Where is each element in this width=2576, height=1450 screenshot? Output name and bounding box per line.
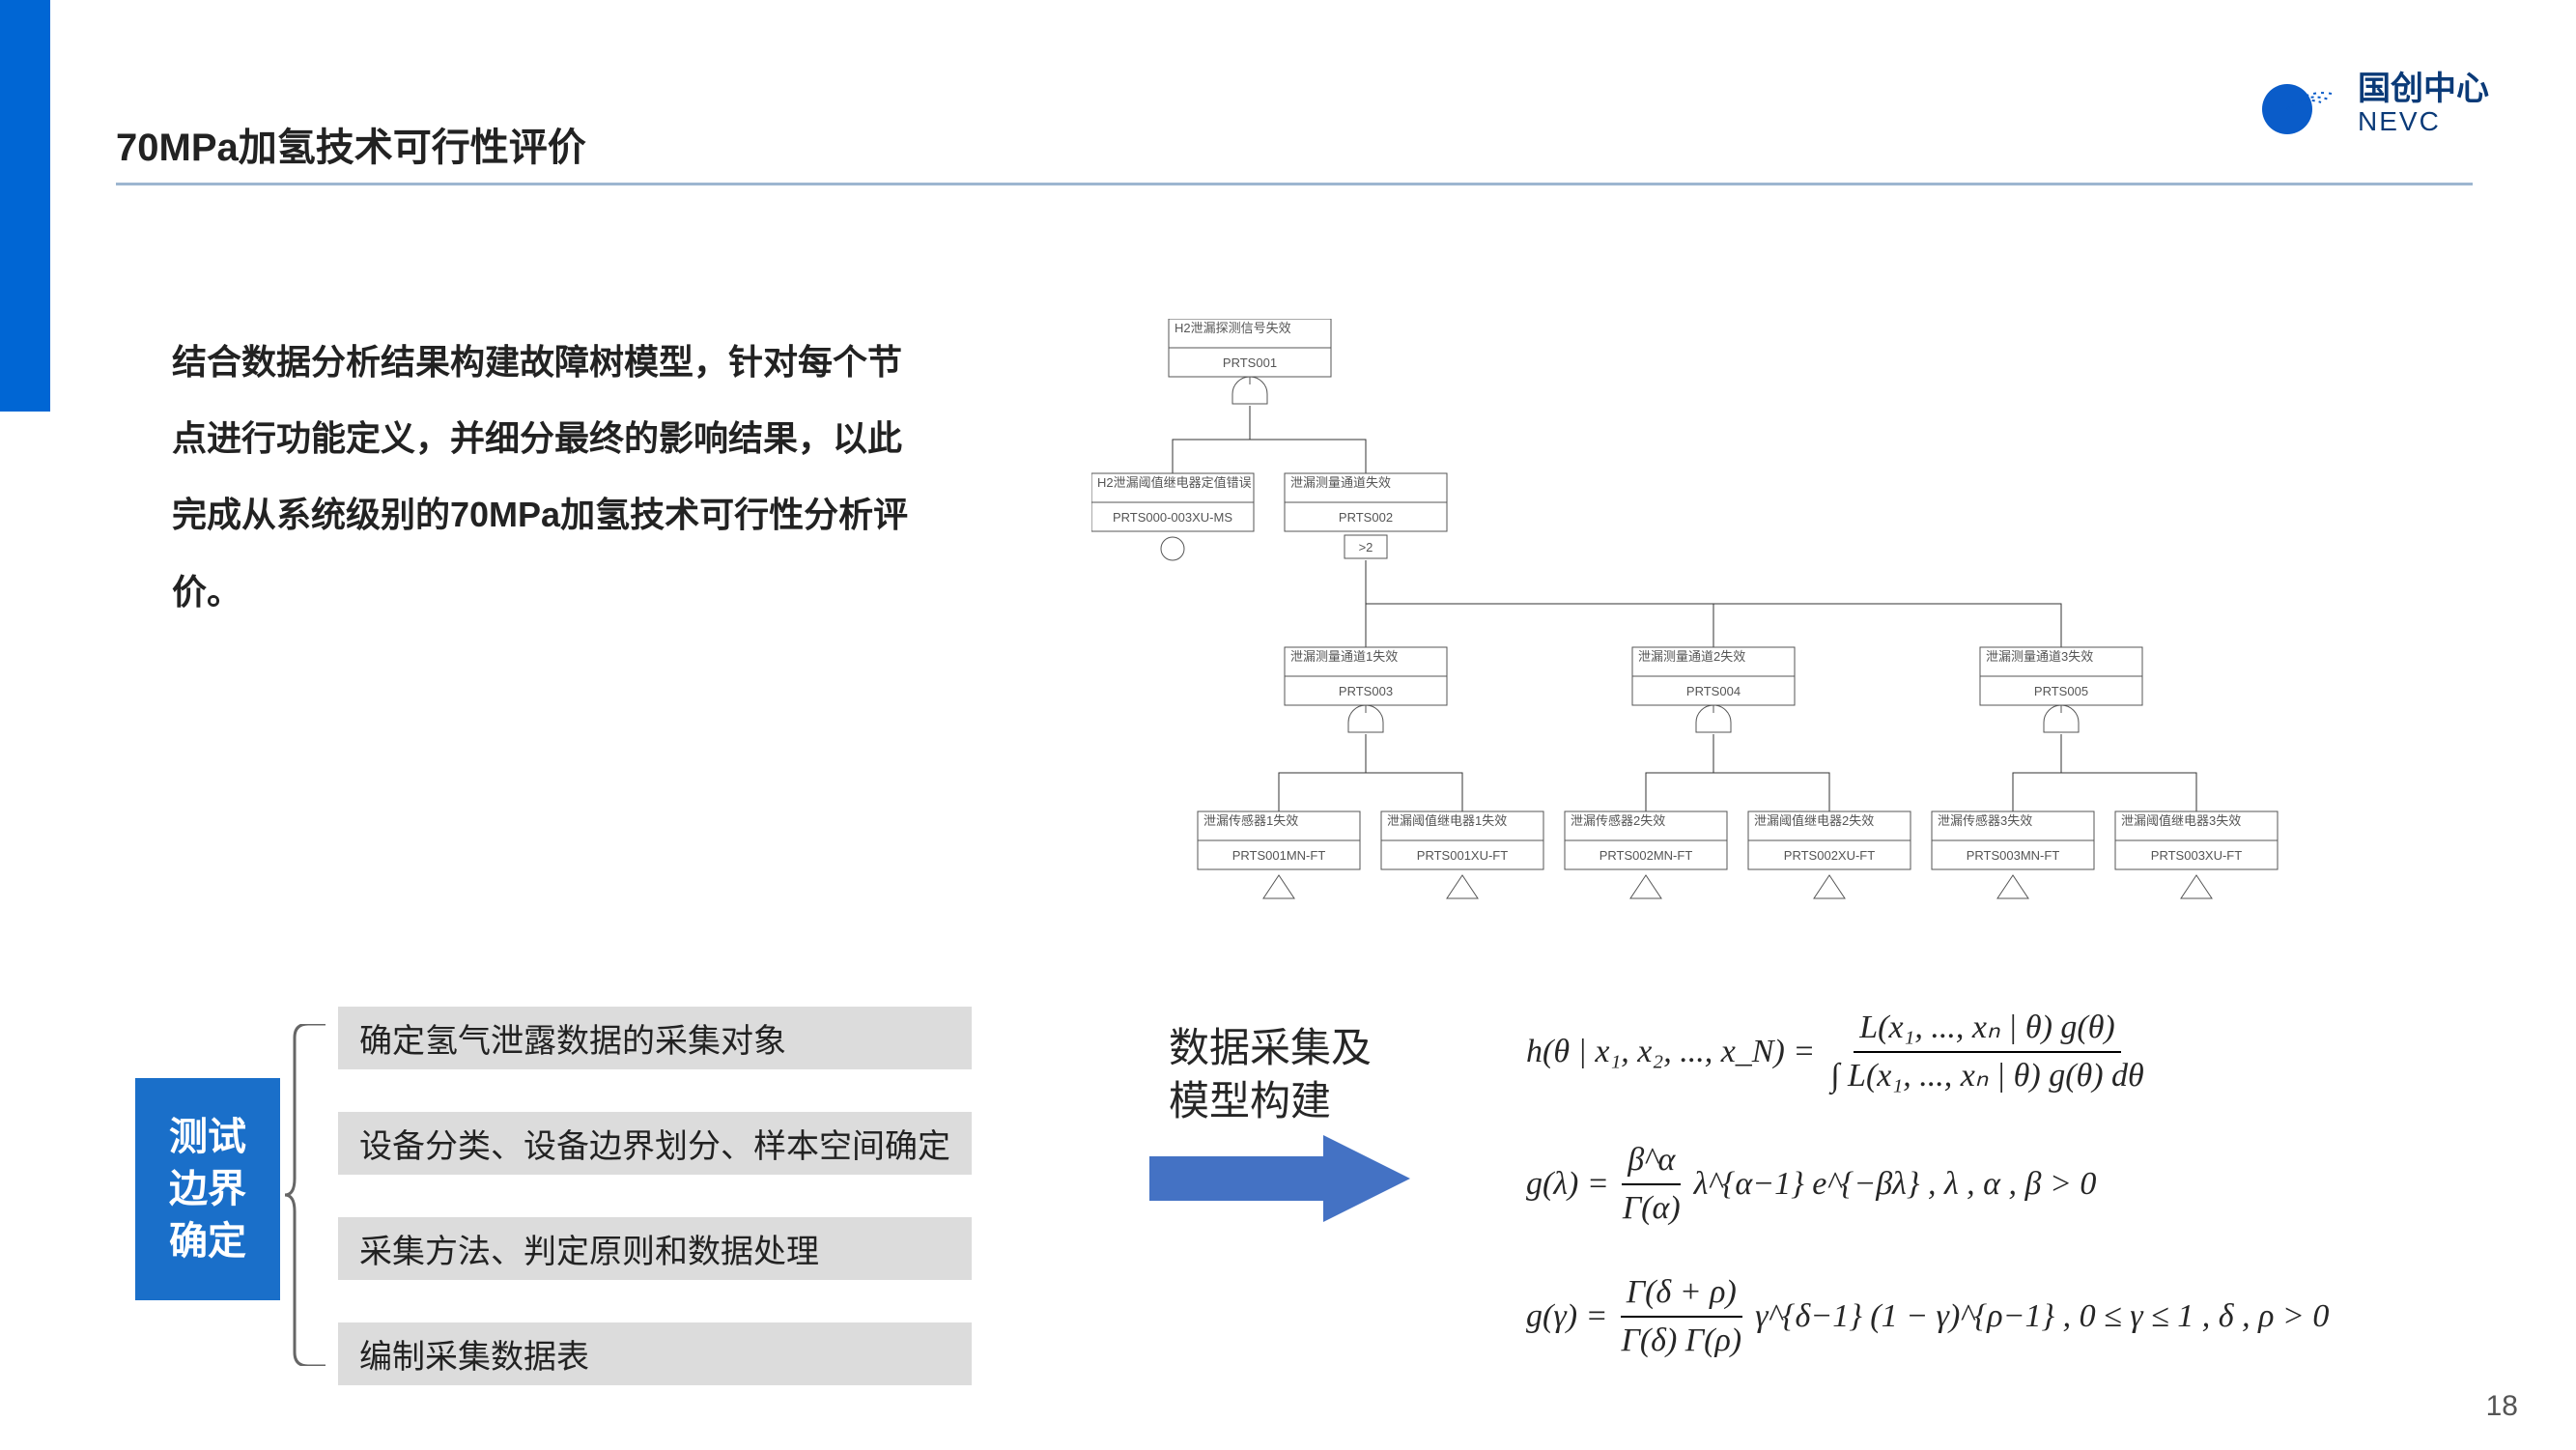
svg-text:泄漏测量通道1失效: 泄漏测量通道1失效 (1290, 649, 1398, 664)
svg-text:泄漏传感器3失效: 泄漏传感器3失效 (1938, 813, 2032, 828)
bracket-icon (285, 1024, 326, 1366)
formula-text: Γ(δ) Γ(ρ) (1616, 1318, 1748, 1364)
formula-1: h(θ | x₁, x₂, ..., x_N) = L(x₁, ..., xₙ … (1526, 1005, 2329, 1098)
logo-text: 国创中心 NEVC (2358, 71, 2489, 137)
formula-text: β^α (1622, 1137, 1681, 1185)
title-underline (116, 179, 2473, 185)
formula-3: g(γ) = Γ(δ + ρ) Γ(δ) Γ(ρ) γ^{δ−1} (1 − γ… (1526, 1269, 2329, 1363)
svg-text:PRTS001XU-FT: PRTS001XU-FT (1417, 848, 1508, 863)
formula-2: g(λ) = β^α Γ(α) λ^{α−1} e^{−βλ} , λ , α … (1526, 1137, 2329, 1231)
svg-text:PRTS004: PRTS004 (1686, 684, 1741, 698)
svg-text:H2泄漏阈值继电器定值错误: H2泄漏阈值继电器定值错误 (1097, 475, 1252, 490)
slide-title: 70MPa加氢技术可行性评价 (116, 116, 586, 172)
body-paragraph: 结合数据分析结果构建故障树模型，针对每个节点进行功能定义，并细分最终的影响结果，… (172, 324, 925, 630)
logo: 国创中心 NEVC (2244, 56, 2489, 153)
svg-text:PRTS002MN-FT: PRTS002MN-FT (1599, 848, 1693, 863)
svg-text:泄漏阈值继电器3失效: 泄漏阈值继电器3失效 (2121, 813, 2241, 828)
formula-text: L(x₁, ..., xₙ | θ) g(θ) (1854, 1005, 2121, 1053)
svg-text:PRTS003XU-FT: PRTS003XU-FT (2151, 848, 2242, 863)
svg-text:>2: >2 (1359, 540, 1373, 554)
fault-tree-diagram: H2泄漏探测信号失效 PRTS001 H2泄漏阈值继电器定值错误 PRTS000-00… (1091, 319, 2405, 942)
formula-text: h(θ | x₁, x₂, ..., x_N) = (1526, 1029, 1815, 1075)
svg-text:泄漏测量通道3失效: 泄漏测量通道3失效 (1986, 649, 2093, 664)
svg-text:PRTS003: PRTS003 (1339, 684, 1393, 698)
page-number: 18 (2486, 1390, 2518, 1423)
svg-text:泄漏阈值继电器2失效: 泄漏阈值继电器2失效 (1754, 813, 1874, 828)
svg-text:PRTS001MN-FT: PRTS001MN-FT (1232, 848, 1326, 863)
formula-text: λ^{α−1} e^{−βλ} , λ , α , β > 0 (1694, 1161, 2097, 1208)
logo-cn: 国创中心 (2358, 71, 2489, 107)
arrow-icon (1149, 1135, 1410, 1222)
test-item: 采集方法、判定原则和数据处理 (338, 1217, 972, 1280)
formula-text: γ^{δ−1} (1 − γ)^{ρ−1} , 0 ≤ γ ≤ 1 , δ , … (1755, 1294, 2329, 1340)
formula-block: h(θ | x₁, x₂, ..., x_N) = L(x₁, ..., xₙ … (1526, 1005, 2329, 1403)
svg-text:泄漏传感器2失效: 泄漏传感器2失效 (1571, 813, 1665, 828)
arrow-label: 数据采集及模型构建 (1169, 1022, 1372, 1127)
svg-text:泄漏阈值继电器1失效: 泄漏阈值继电器1失效 (1387, 813, 1507, 828)
formula-text: ∫ L(x₁, ..., xₙ | θ) g(θ) dθ (1825, 1053, 2150, 1099)
formula-text: g(λ) = (1526, 1161, 1609, 1208)
test-item: 确定氢气泄露数据的采集对象 (338, 1007, 972, 1069)
svg-text:PRTS005: PRTS005 (2034, 684, 2088, 698)
svg-text:PRTS002: PRTS002 (1339, 510, 1393, 525)
svg-text:PRTS001: PRTS001 (1223, 355, 1277, 370)
formula-text: g(γ) = (1526, 1294, 1608, 1340)
svg-text:泄漏测量通道2失效: 泄漏测量通道2失效 (1638, 649, 1745, 664)
test-boundary-box: 测试边界确定 (135, 1078, 280, 1300)
test-item-list: 确定氢气泄露数据的采集对象 设备分类、设备边界划分、样本空间确定 采集方法、判定… (338, 1007, 972, 1385)
svg-text:PRTS002XU-FT: PRTS002XU-FT (1784, 848, 1875, 863)
svg-text:泄漏传感器1失效: 泄漏传感器1失效 (1203, 813, 1298, 828)
svg-text:PRTS000-003XU-MS: PRTS000-003XU-MS (1113, 510, 1232, 525)
left-blue-bar (0, 0, 50, 412)
formula-text: Γ(δ + ρ) (1621, 1269, 1742, 1318)
svg-text:PRTS003MN-FT: PRTS003MN-FT (1967, 848, 2060, 863)
logo-en: NEVC (2358, 107, 2489, 137)
test-item: 编制采集数据表 (338, 1322, 972, 1385)
logo-mark-icon (2244, 56, 2340, 153)
test-item: 设备分类、设备边界划分、样本空间确定 (338, 1112, 972, 1175)
svg-text:H2泄漏探测信号失效: H2泄漏探测信号失效 (1175, 321, 1291, 335)
svg-text:泄漏测量通道失效: 泄漏测量通道失效 (1290, 475, 1391, 490)
formula-text: Γ(α) (1617, 1185, 1686, 1232)
